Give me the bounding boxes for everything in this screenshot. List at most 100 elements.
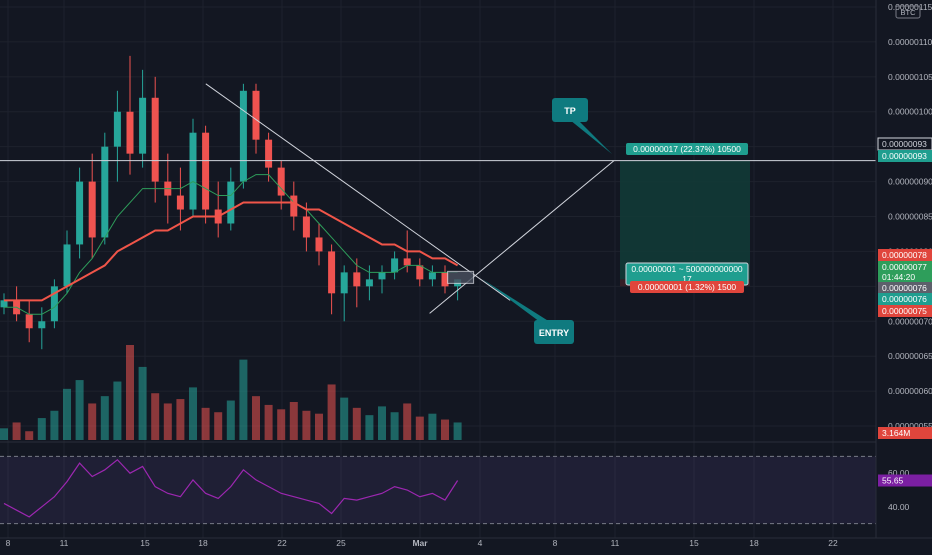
candle-body: [239, 90, 247, 182]
candle-body: [126, 111, 134, 154]
volume-bar: [126, 345, 134, 440]
candle-body: [340, 272, 348, 294]
tp-callout[interactable]: TP: [552, 98, 612, 154]
volume-bar: [302, 410, 311, 440]
candle-body: [227, 181, 235, 224]
ma-price-tag-bg: [878, 261, 932, 273]
stop-label-bg: [630, 281, 744, 293]
countdown-tag: 01:44:20: [878, 271, 932, 283]
volume-bar: [239, 359, 248, 440]
entry-callout-label: ENTRY: [539, 328, 569, 338]
projection-line[interactable]: [429, 160, 615, 314]
volume-bar: [176, 399, 185, 440]
drawings[interactable]: TP ENTRY 0.00000017 (22.37%) 10500 0.000000…: [0, 83, 876, 344]
volume-bar: [277, 409, 286, 440]
volume-bar: [0, 428, 8, 440]
candle-body: [189, 132, 197, 210]
currency-badge: BTC: [895, 5, 921, 19]
target-label-bg: [626, 143, 748, 155]
target-label: 0.00000017 (22.37%) 10500: [626, 143, 748, 155]
volume-bar: [201, 407, 210, 440]
last-price-tag-text: 0.00000076: [882, 283, 927, 293]
indicator-lines: [4, 174, 459, 315]
candle-body: [416, 265, 424, 280]
candle-body: [378, 272, 386, 280]
candle-body: [50, 286, 58, 322]
countdown-tag-text: 01:44:20: [882, 272, 915, 282]
rsi-tick-label: 40.00: [888, 502, 910, 512]
currency-label: BTC: [901, 8, 917, 17]
volume-bar: [340, 397, 349, 440]
volume-bar: [226, 400, 235, 440]
time-tick-label: 15: [689, 538, 699, 548]
entry-label-line1: 0.00000001 ~ 500000000000: [631, 264, 743, 274]
last-price-tag: 0.00000076: [878, 282, 932, 294]
tp-price-tag-text: 0.00000093: [882, 151, 927, 161]
time-tick-label: 8: [553, 538, 558, 548]
time-tick-label: 25: [336, 538, 346, 548]
price-labels: 0.00000093 0.00000093 0.00000078 0.00000077…: [877, 137, 932, 487]
time-tick-label: 4: [478, 538, 483, 548]
rsi-value-tag-text: 55.65: [882, 476, 904, 486]
candle-body: [0, 300, 8, 308]
volume-bar: [214, 412, 223, 440]
volume-bars: [0, 345, 462, 440]
volume-bar: [352, 407, 361, 440]
price-tick-label: 0.00000100: [888, 107, 932, 117]
ma-price-tag-text: 0.00000077: [882, 262, 927, 272]
price-tick-label: 0.00000065: [888, 351, 932, 361]
candle-body: [88, 181, 96, 238]
tp-callout-box: [552, 98, 588, 122]
trendline[interactable]: [205, 83, 511, 301]
volume-bar: [441, 419, 449, 440]
volume-value-tag-text: 3.164M: [882, 428, 910, 438]
volume-bar: [163, 403, 172, 440]
entry-box[interactable]: [447, 270, 475, 284]
candle-body: [139, 97, 147, 154]
ma-price-tag: 0.00000077: [878, 261, 932, 273]
candle-body: [353, 272, 361, 287]
volume-bar: [403, 403, 412, 440]
entry-callout[interactable]: ENTRY: [482, 279, 574, 344]
price-tick-label: 0.00000070: [888, 316, 932, 326]
candle-body: [101, 146, 109, 238]
volume-bar: [63, 388, 71, 440]
price-tick-label: 0.00000115: [888, 2, 932, 12]
candle-body: [391, 258, 399, 273]
ema-line: [4, 201, 459, 302]
volume-bar: [252, 396, 260, 440]
time-tick-label: 22: [828, 538, 838, 548]
stop-price-tag: 0.00000075: [878, 305, 932, 317]
time-tick-label: 8: [6, 538, 11, 548]
volume-bar: [75, 380, 84, 440]
candle-body: [202, 132, 210, 210]
candle-body: [277, 167, 285, 196]
target-zone[interactable]: [620, 160, 750, 280]
ema-price-tag: 0.00000078: [878, 249, 932, 261]
candle-body: [252, 90, 260, 140]
candle-body: [315, 237, 323, 252]
volume-bar: [113, 381, 122, 440]
volume-bar: [453, 422, 462, 440]
entry-callout-box: [534, 320, 574, 344]
candle-body: [25, 314, 33, 329]
price-tick-label: 0.00000105: [888, 72, 932, 82]
stop-label: 0.00000001 (1.32%) 1500: [630, 281, 744, 293]
time-tick-label: 11: [60, 538, 69, 548]
volume-bar: [264, 404, 273, 440]
volume-bar: [100, 396, 109, 440]
candle-body: [302, 216, 310, 238]
candle-body: [63, 244, 71, 287]
candle-body: [328, 251, 336, 294]
rsi-line: [3, 458, 459, 518]
candle-body: [176, 195, 184, 210]
volume-value-tag-bg: [878, 427, 932, 439]
candles: [0, 55, 462, 350]
price-tick-label: 0.00000085: [888, 212, 932, 222]
volume-bar: [151, 393, 160, 440]
stop-price-tag-bg: [878, 305, 932, 317]
countdown-tag-bg: [878, 271, 932, 283]
hline-price-tag-text: 0.00000093: [882, 139, 927, 149]
